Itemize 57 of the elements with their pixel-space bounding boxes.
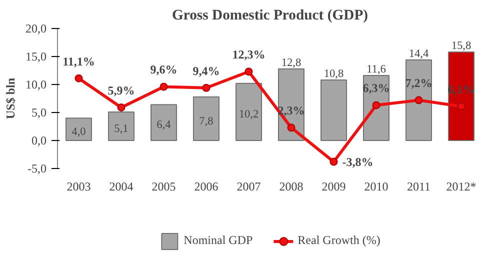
bar xyxy=(406,59,432,141)
x-tick-label: 2007 xyxy=(236,180,261,194)
data-label: 12,3% xyxy=(232,48,266,62)
data-label: 4,0 xyxy=(72,126,86,138)
x-tick-label: 2003 xyxy=(66,180,91,194)
y-tick-label: 5,0 xyxy=(32,106,46,120)
legend-label: Nominal GDP xyxy=(184,233,253,248)
data-label: 6,4 xyxy=(156,119,172,132)
point xyxy=(330,158,338,166)
data-label: 5,9% xyxy=(108,83,135,98)
point xyxy=(414,96,423,104)
bar xyxy=(150,104,177,141)
x-tick-label: 2006 xyxy=(194,180,218,194)
data-label: 10,2 xyxy=(238,108,259,121)
point xyxy=(160,82,168,91)
data-label: 11,6 xyxy=(366,64,386,76)
data-label: 6,3% xyxy=(362,81,390,96)
point xyxy=(287,124,296,132)
data-label: 12,8 xyxy=(281,57,302,70)
point xyxy=(117,103,126,112)
data-label: 11,1% xyxy=(62,54,95,68)
point xyxy=(244,68,253,76)
legend-label: Real Growth (%) xyxy=(298,233,380,248)
chart-title: Gross Domestic Product (GDP) xyxy=(172,8,368,24)
bar xyxy=(363,75,390,141)
point xyxy=(372,101,380,110)
x-tick-label: 2010 xyxy=(364,180,388,194)
x-tick-label: 2009 xyxy=(322,180,346,194)
y-tick-label: -5,0 xyxy=(28,162,47,176)
bar xyxy=(320,80,347,141)
point xyxy=(74,74,83,82)
data-label: 10,8 xyxy=(324,68,344,80)
x-tick-label: 2011 xyxy=(406,180,431,194)
point xyxy=(202,84,210,92)
bar xyxy=(236,82,262,141)
x-tick-label: 2005 xyxy=(152,180,176,194)
y-tick-label: 20,0 xyxy=(26,22,46,36)
data-label: 15,8 xyxy=(451,40,472,52)
x-tick-label: 2008 xyxy=(279,180,304,194)
bar xyxy=(66,118,92,141)
x-tick-label: 2012* xyxy=(446,180,476,194)
data-label: 7,2% xyxy=(405,76,432,90)
data-label: 9,6% xyxy=(150,62,178,77)
point xyxy=(457,102,466,110)
data-label: -3,8% xyxy=(342,154,374,169)
y-tick-label: 0,0 xyxy=(32,134,46,148)
y-tick-label: 15,0 xyxy=(26,50,46,64)
bar xyxy=(193,96,220,141)
data-label: 7,8 xyxy=(199,115,214,128)
y-tick-label: 10,0 xyxy=(26,78,46,92)
data-label: 14,4 xyxy=(408,48,429,60)
bar xyxy=(448,52,474,141)
y-axis-title: US$ bln xyxy=(4,78,18,120)
bar xyxy=(108,111,134,141)
data-label: 9,4% xyxy=(192,64,220,78)
data-label: 5,1 xyxy=(114,122,128,135)
x-tick-label: 2004 xyxy=(109,180,134,194)
